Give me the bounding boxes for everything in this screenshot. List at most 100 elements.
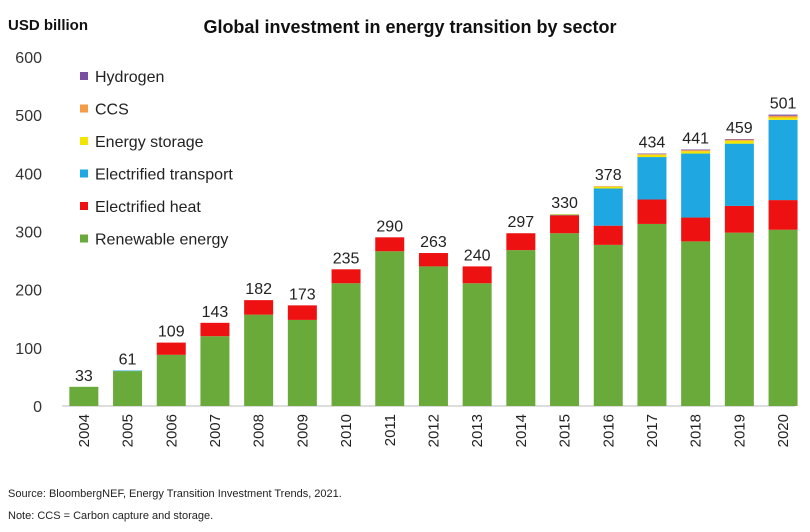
bar-segment-energy-storage (637, 154, 667, 158)
y-tick-label: 600 (15, 50, 42, 67)
bar-segment-renewable-energy (637, 223, 667, 406)
legend-label: Electrified transport (95, 167, 233, 184)
x-tick-label: 2016 (600, 414, 617, 447)
bar-segment-electrified-heat (375, 237, 405, 252)
legend-swatch (80, 72, 88, 80)
bar-segment-renewable-energy (462, 283, 492, 406)
bar-segment-renewable-energy (681, 241, 711, 406)
bar-total-label: 297 (507, 214, 534, 231)
bar-segment-electrified-heat (768, 200, 798, 230)
bar-segment-energy-storage (550, 214, 580, 215)
bar-segment-electrified-heat (550, 215, 580, 234)
bar-segment-hydrogen (637, 153, 667, 155)
stacked-bar-chart: Global investment in energy transition b… (8, 17, 798, 447)
x-tick-label: 2004 (76, 414, 93, 447)
y-tick-label: 400 (15, 166, 42, 183)
bar-segment-electrified-heat (331, 269, 361, 284)
bar-segment-electrified-heat (637, 199, 667, 224)
bars-group (69, 114, 798, 406)
bar-segment-renewable-energy (156, 354, 186, 406)
y-axis-unit-label: USD billion (8, 17, 88, 34)
bar-segment-hydrogen (681, 149, 711, 151)
bar-segment-electrified-heat (506, 233, 536, 251)
x-tick-label: 2009 (294, 414, 311, 447)
bar-total-label: 378 (595, 167, 622, 184)
bar-total-label: 182 (245, 281, 272, 298)
bar-segment-renewable-energy (724, 232, 754, 406)
legend-label: Energy storage (95, 134, 204, 151)
bar-segment-renewable-energy (375, 251, 405, 406)
bar-segment-ccs (681, 150, 711, 152)
x-tick-label: 2012 (425, 414, 442, 447)
bar-segment-energy-storage (593, 186, 623, 189)
bar-total-label: 109 (158, 324, 185, 341)
y-tick-label: 200 (15, 283, 42, 300)
bar-segment-electrified-heat (418, 253, 448, 267)
bar-segment-renewable-energy (331, 283, 361, 406)
bar-segment-energy-storage (681, 151, 711, 154)
x-tick-label: 2006 (163, 414, 180, 447)
ccs-note: Note: CCS = Carbon capture and storage. (8, 510, 214, 522)
chart-title: Global investment in energy transition b… (203, 17, 616, 37)
x-tick-label: 2015 (557, 414, 574, 447)
x-tick-label: 2010 (338, 414, 355, 447)
legend-label: Renewable energy (95, 232, 228, 249)
x-tick-label: 2011 (382, 414, 399, 446)
bar-segment-electrified-transport (637, 157, 667, 200)
bar-total-label: 235 (333, 250, 360, 267)
bar-segment-ccs (637, 154, 667, 155)
bar-segment-energy-storage (768, 117, 798, 120)
legend-label: Hydrogen (95, 69, 164, 86)
bar-total-label: 263 (420, 234, 447, 251)
legend-swatch (80, 137, 88, 145)
x-tick-label: 2005 (120, 414, 137, 447)
bar-segment-hydrogen (768, 114, 798, 116)
bar-segment-renewable-energy (113, 371, 143, 406)
bar-segment-electrified-transport (724, 143, 754, 206)
x-tick-label: 2008 (251, 414, 268, 447)
bar-segment-electrified-heat (200, 322, 230, 337)
bar-total-label: 61 (119, 352, 137, 369)
bar-total-label: 501 (770, 96, 797, 113)
bar-total-label: 290 (376, 218, 403, 235)
bar-total-label: 143 (202, 304, 229, 321)
bar-total-label: 441 (682, 130, 709, 147)
x-tick-label: 2018 (688, 414, 705, 447)
bar-total-label: 173 (289, 286, 316, 303)
bar-segment-renewable-energy (287, 319, 317, 406)
bar-total-label: 434 (639, 135, 666, 152)
legend-swatch (80, 169, 88, 178)
bar-segment-electrified-heat (724, 205, 754, 233)
bar-total-label: 459 (726, 120, 753, 137)
bar-segment-electrified-heat (156, 342, 186, 355)
bar-segment-renewable-energy (69, 386, 99, 406)
bar-segment-electrified-heat (287, 305, 317, 320)
legend-swatch (80, 234, 88, 243)
y-tick-label: 300 (15, 225, 42, 242)
bar-segment-ccs (724, 139, 754, 141)
total-labels: 33 61 109 143 182 173 235 290 263 240 297 330 378 434… (75, 96, 797, 385)
bar-segment-renewable-energy (244, 314, 274, 406)
bar-segment-electrified-transport (768, 119, 798, 201)
y-tick-label: 0 (33, 399, 42, 416)
legend: Hydrogen CCS Energy storage Electrified tra… (80, 69, 233, 249)
bar-total-label: 33 (75, 368, 93, 385)
x-tick-label: 2014 (513, 414, 530, 447)
bar-segment-renewable-energy (506, 250, 536, 406)
bar-segment-electrified-transport (550, 214, 580, 216)
y-tick-label: 100 (15, 341, 42, 358)
bar-total-label: 240 (464, 247, 491, 264)
bar-segment-electrified-transport (681, 153, 711, 218)
legend-swatch (80, 104, 88, 113)
x-tick-label: 2017 (644, 414, 661, 447)
bar-segment-renewable-energy (593, 244, 623, 406)
x-tick-label: 2007 (207, 414, 224, 447)
legend-label: Electrified heat (95, 199, 201, 216)
x-tick-label: 2013 (469, 414, 486, 447)
bar-segment-electrified-transport (593, 188, 623, 226)
bar-segment-ccs (768, 115, 798, 118)
legend-label: CCS (95, 102, 129, 119)
x-tick-label: 2020 (775, 414, 792, 447)
source-note: Source: BloombergNEF, Energy Transition … (8, 488, 342, 500)
bar-segment-electrified-heat (244, 300, 274, 315)
